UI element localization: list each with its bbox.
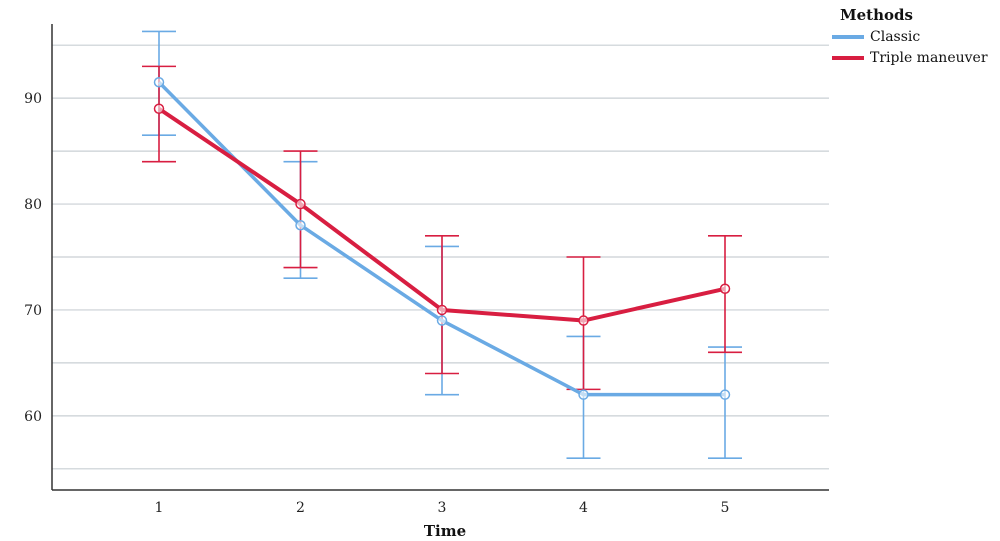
x-tick-labels: 1 2 3 4 5 — [155, 500, 730, 516]
data-point-triple-maneuver-5 — [719, 283, 731, 295]
legend-item-classic: Classic — [832, 26, 988, 47]
x-tick-label-5: 5 — [721, 500, 730, 516]
error-bar-triple-maneuver-2 — [283, 150, 318, 269]
data-point-classic-3 — [436, 315, 448, 326]
y-tick-labels: 60 70 80 90 — [24, 91, 42, 425]
x-axis-title: Time — [424, 522, 466, 540]
y-tick-label-80: 80 — [24, 197, 42, 213]
legend-title: Methods — [840, 6, 913, 24]
data-point-triple-maneuver-1 — [153, 103, 165, 114]
y-tick-label-60: 60 — [24, 409, 42, 425]
error-bar-triple-maneuver-3 — [425, 235, 459, 375]
x-tick-label-3: 3 — [438, 500, 447, 516]
x-tick-label-2: 2 — [296, 500, 305, 516]
x-tick-label-1: 1 — [155, 500, 164, 516]
error-bar-classic-5 — [708, 346, 742, 460]
legend-label-classic: Classic — [870, 28, 921, 45]
legend-swatch-classic — [832, 34, 864, 39]
y-tick-label-90: 90 — [24, 91, 42, 107]
gridlines — [52, 44, 829, 470]
data-point-classic-5 — [719, 389, 731, 400]
y-tick-label-70: 70 — [24, 303, 42, 319]
axes — [51, 24, 829, 491]
data-point-triple-maneuver-3 — [436, 304, 448, 316]
data-point-triple-maneuver-2 — [295, 198, 306, 210]
error-bar-triple-maneuver-5 — [708, 235, 742, 354]
data-point-triple-maneuver-4 — [578, 315, 589, 326]
legend-swatch-triple-maneuver — [832, 55, 864, 60]
data-point-classic-1 — [153, 77, 165, 88]
data-point-classic-2 — [295, 219, 306, 231]
legend: Methods Classic Triple maneuver — [832, 6, 988, 68]
data-point-classic-4 — [578, 389, 589, 400]
x-tick-label-4: 4 — [579, 500, 588, 516]
legend-item-triple-maneuver: Triple maneuver — [832, 47, 988, 68]
legend-label-triple-maneuver: Triple maneuver — [870, 49, 988, 66]
data-point-markers — [153, 77, 731, 400]
